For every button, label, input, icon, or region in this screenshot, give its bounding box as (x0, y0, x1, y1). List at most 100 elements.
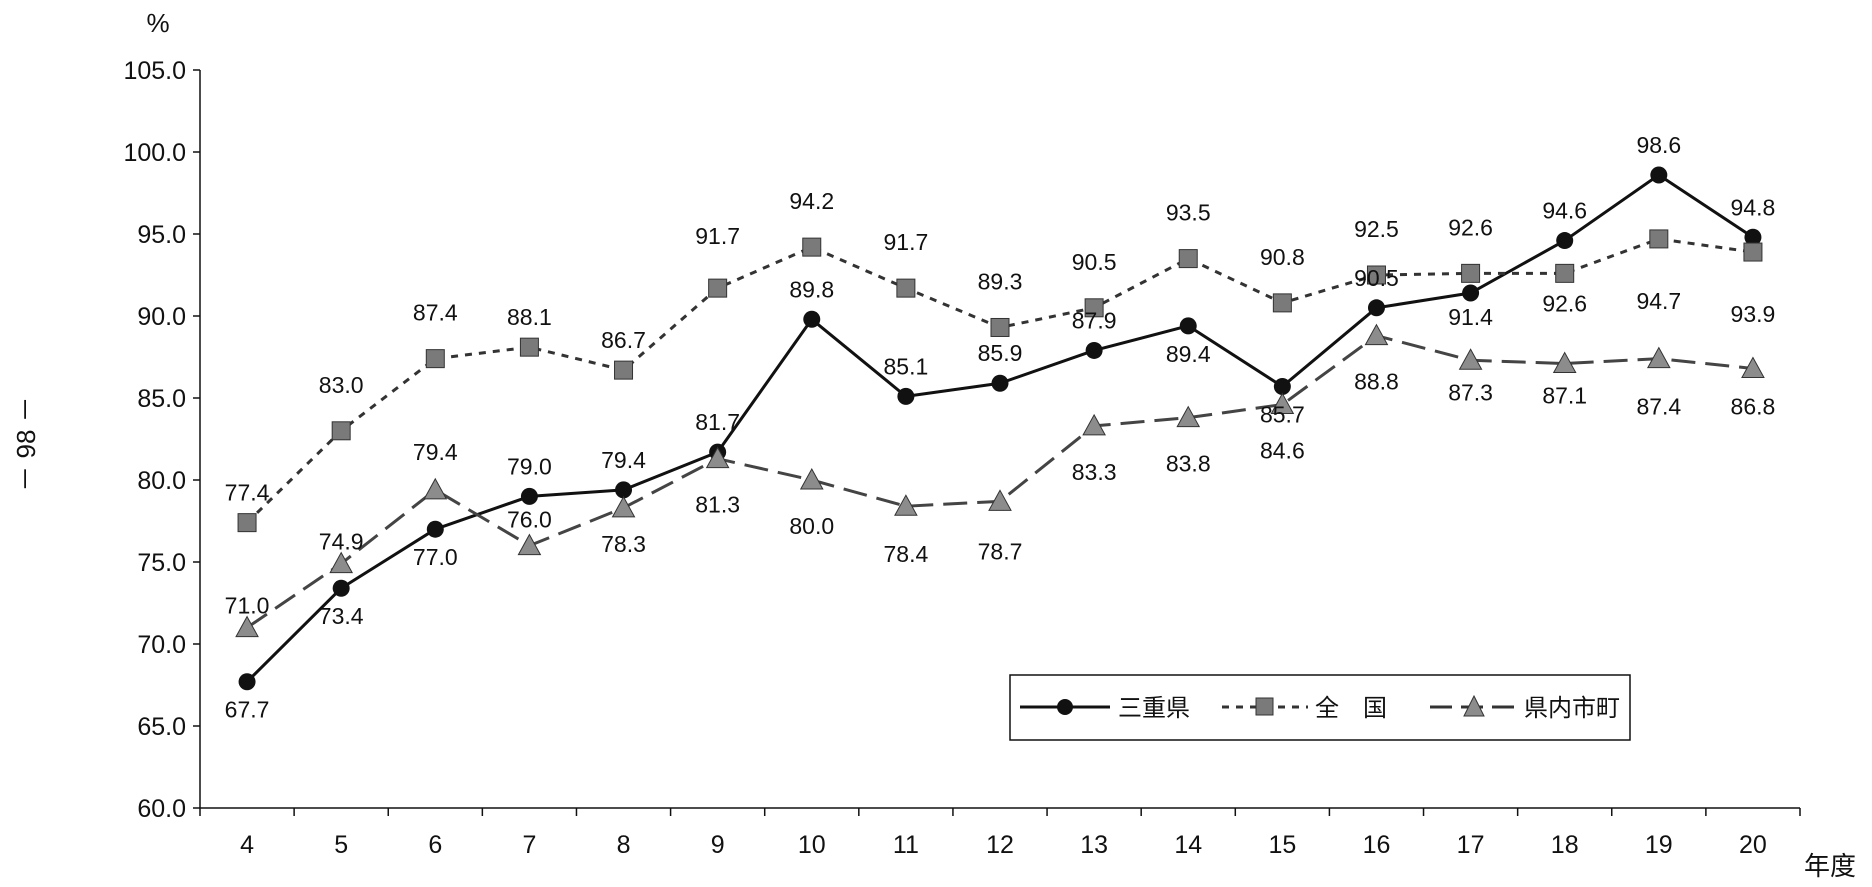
data-label-0-9: 87.9 (1072, 307, 1117, 333)
data-label-1-12: 92.5 (1354, 216, 1399, 242)
data-label-1-8: 89.3 (978, 268, 1023, 294)
data-labels: 67.7 73.4 77.0 79.0 79.4 81.7 89.8 85.1 85.9 87.9… (225, 132, 1776, 723)
x-tick-label: 4 (240, 831, 254, 859)
x-tick-label: 19 (1645, 831, 1673, 859)
x-tick-label: 6 (428, 831, 442, 859)
marker-2-1 (329, 551, 354, 574)
data-label-0-16: 94.8 (1731, 194, 1776, 220)
marker-0-11 (1273, 378, 1291, 396)
y-tick-label: 75.0 (137, 549, 186, 577)
data-label-2-9: 83.3 (1072, 459, 1117, 485)
data-label-1-7: 91.7 (883, 229, 928, 255)
marker-0-3 (520, 487, 538, 505)
x-tick-label: 11 (893, 831, 919, 859)
legend-label-2: 県内市町 (1524, 694, 1620, 722)
data-label-1-4: 86.7 (601, 327, 646, 353)
x-tick-label: 13 (1080, 831, 1108, 859)
legend-item-1: 全 国 (1222, 694, 1387, 722)
marker-0-13 (1462, 284, 1480, 302)
marker-1-6 (802, 237, 822, 257)
data-label-2-10: 83.8 (1166, 451, 1211, 477)
marker-2-5 (705, 446, 730, 469)
data-label-2-0: 71.0 (225, 593, 270, 619)
marker-0-4 (615, 481, 633, 499)
data-label-2-7: 78.4 (883, 541, 928, 567)
marker-1-0 (237, 513, 257, 533)
y-tick-label: 105.0 (123, 57, 186, 85)
data-label-0-8: 85.9 (978, 340, 1023, 366)
data-label-0-14: 94.6 (1542, 198, 1587, 224)
legend-marker-0 (1057, 699, 1073, 715)
x-axis-title: 年度 (1804, 851, 1856, 881)
data-label-2-15: 87.4 (1636, 394, 1681, 420)
data-label-0-3: 79.0 (507, 453, 552, 479)
legend-item-0: 三重県 (1020, 694, 1190, 722)
marker-0-1 (332, 579, 350, 597)
y-tick-label: 60.0 (137, 795, 186, 823)
y-tick-label: 90.0 (137, 303, 186, 331)
legend-label-1: 全 国 (1315, 694, 1387, 722)
marker-1-2 (425, 349, 445, 369)
marker-1-15 (1649, 229, 1669, 249)
marker-0-7 (897, 387, 915, 405)
marker-2-12 (1364, 323, 1389, 346)
marker-2-15 (1646, 346, 1671, 369)
data-label-2-8: 78.7 (978, 538, 1023, 564)
marker-2-9 (1082, 413, 1106, 436)
legend-item-2: 県内市町 (1430, 694, 1620, 722)
marker-1-16 (1743, 242, 1763, 262)
y-tick-label: 65.0 (137, 713, 186, 741)
marker-0-2 (426, 520, 444, 538)
data-label-1-1: 83.0 (319, 372, 364, 398)
x-tick-label: 14 (1174, 831, 1202, 859)
marker-0-9 (1085, 341, 1103, 359)
marker-2-4 (611, 495, 636, 518)
marker-1-7 (896, 278, 916, 298)
x-tick-label: 8 (617, 831, 631, 859)
data-label-0-1: 73.4 (319, 603, 364, 629)
x-tick-label: 16 (1363, 831, 1391, 859)
x-tick-label: 9 (711, 831, 725, 859)
data-label-2-3: 76.0 (507, 507, 552, 533)
marker-1-13 (1461, 263, 1481, 283)
x-tick-label: 10 (798, 831, 826, 859)
page-number: － 98 － (11, 396, 41, 491)
marker-2-16 (1741, 356, 1765, 378)
x-tick-label: 15 (1268, 831, 1296, 859)
marker-0-14 (1556, 232, 1574, 250)
data-label-0-4: 79.4 (601, 447, 646, 473)
marker-2-6 (799, 467, 824, 490)
y-tick-label: 80.0 (137, 467, 186, 495)
marker-1-5 (708, 278, 728, 298)
marker-1-4 (614, 360, 634, 380)
data-label-1-6: 94.2 (789, 188, 834, 214)
legend-label-0: 三重県 (1118, 694, 1190, 722)
legend-marker-2 (1463, 694, 1485, 717)
y-tick-label: 100.0 (123, 139, 186, 167)
data-label-1-5: 91.7 (695, 223, 740, 249)
data-label-2-6: 80.0 (789, 513, 834, 539)
data-label-2-13: 87.3 (1448, 379, 1493, 405)
data-label-1-11: 90.8 (1260, 244, 1305, 270)
data-label-2-16: 86.8 (1731, 393, 1776, 419)
marker-2-14 (1552, 351, 1577, 374)
data-label-1-3: 88.1 (507, 304, 552, 330)
data-label-1-9: 90.5 (1072, 249, 1117, 275)
y-tick-label: 95.0 (137, 221, 186, 249)
data-label-0-11: 85.7 (1260, 402, 1305, 428)
y-tick-label: 70.0 (137, 631, 186, 659)
data-label-1-0: 77.4 (225, 480, 270, 506)
marker-2-13 (1458, 348, 1483, 370)
legend: 三重県 全 国 県内市町 (1009, 674, 1631, 741)
data-label-0-6: 89.8 (789, 276, 834, 302)
marker-1-14 (1555, 263, 1575, 283)
data-label-2-12: 88.8 (1354, 369, 1399, 395)
data-label-2-14: 87.1 (1542, 383, 1587, 409)
data-label-0-0: 67.7 (225, 697, 270, 723)
axes (193, 69, 1801, 816)
marker-2-3 (517, 533, 542, 556)
x-tick-label: 5 (334, 831, 348, 859)
x-tick-labels: 4 5 6 7 8 9 10 11 12 13 14 15 16 17 18 19 20 (240, 831, 1767, 859)
marker-1-9 (1084, 298, 1104, 318)
